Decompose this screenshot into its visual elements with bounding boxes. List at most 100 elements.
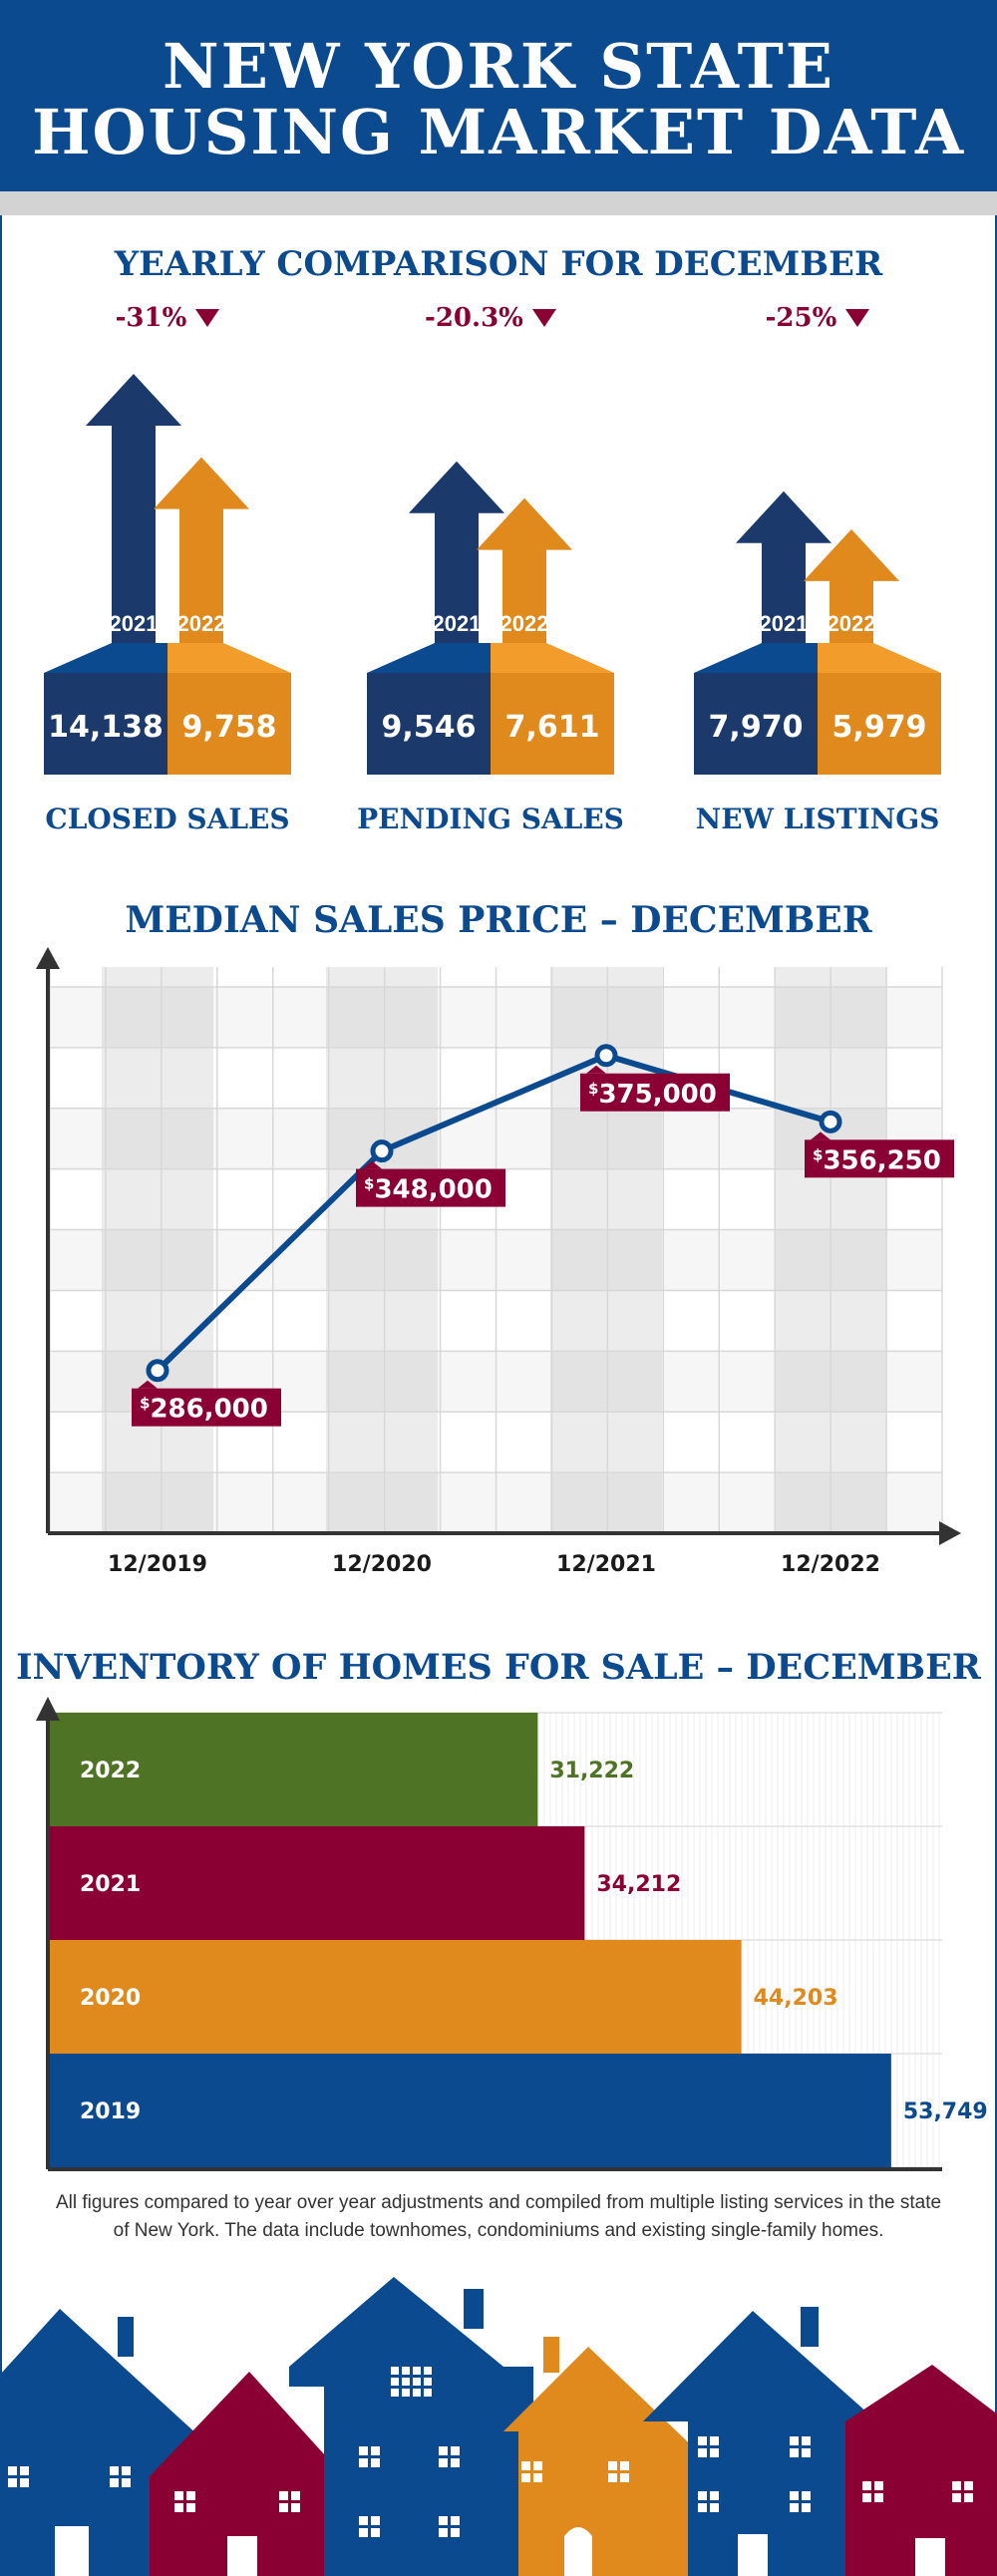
value-box-2021 <box>694 673 818 775</box>
yearly-comparison-title: YEARLY COMPARISON FOR DECEMBER <box>114 244 883 284</box>
inventory-bar-row: 2020 44,203 <box>48 1940 838 2054</box>
data-point <box>594 1044 618 1068</box>
arrow-2022 <box>154 457 249 643</box>
inventory-chart: 2022 31,222 2021 34,212 2020 44,203 2019 53,749 <box>36 1697 988 2171</box>
price-value: $348,000 <box>364 1175 493 1205</box>
value-2021: 14,138 <box>48 710 164 745</box>
price-label: $286,000 <box>132 1380 281 1427</box>
data-point <box>370 1139 394 1163</box>
year-label-2022: 2022 <box>828 611 876 636</box>
year-label-2022: 2022 <box>177 611 226 636</box>
value-2022: 9,758 <box>182 710 277 745</box>
closed-sales-label: CLOSED SALES <box>45 803 290 835</box>
year-label-2022: 2022 <box>500 611 549 636</box>
value-box-2021 <box>367 673 491 775</box>
new-listings-change: -25% <box>718 305 917 331</box>
inventory-bar-row: 2019 53,749 <box>48 2054 988 2167</box>
arrow-2021 <box>409 461 504 643</box>
down-arrow-icon <box>195 309 220 327</box>
header-banner: NEW YORK STATE HOUSING MARKET DATA <box>0 0 997 191</box>
bar-value-label: 53,749 <box>903 2099 988 2124</box>
x-tick-label: 12/2021 <box>556 1552 656 1577</box>
footnote: All figures compared to year over year a… <box>55 2192 942 2241</box>
down-arrow-icon <box>531 309 556 327</box>
content-frame <box>0 215 997 2576</box>
value-2022: 5,979 <box>832 710 927 745</box>
pending-sales-label: PENDING SALES <box>357 803 624 835</box>
median-price-title: MEDIAN SALES PRICE – DECEMBER <box>125 899 872 941</box>
label-box <box>580 1073 730 1112</box>
change-text: -25% <box>765 303 837 333</box>
metric-group: 2021 2022 14,138 9,758 <box>44 374 291 775</box>
data-point <box>819 1110 842 1133</box>
label-box <box>132 1388 281 1427</box>
value-box-2022 <box>167 673 291 775</box>
inventory-bar <box>48 1713 538 1826</box>
houses-illustration <box>0 2277 997 2576</box>
arrow-2022 <box>804 528 899 643</box>
page-title-line1: NEW YORK STATE <box>162 30 835 103</box>
pedestal-2021-top <box>694 643 818 673</box>
closed-sales-change: -31% <box>68 305 267 331</box>
value-box-2022 <box>491 673 614 775</box>
inventory-bar <box>48 1940 742 2054</box>
value-2022: 7,611 <box>505 710 600 745</box>
label-box <box>805 1139 954 1178</box>
arrow-2022 <box>477 497 572 643</box>
inventory-bar <box>48 2054 891 2167</box>
inventory-bar-row: 2021 34,212 <box>48 1826 681 1940</box>
x-tick-label: 12/2019 <box>108 1552 207 1577</box>
house-maroon-left <box>150 2372 344 2576</box>
pedestal-2022-top <box>818 643 941 673</box>
metric-group: 2021 2022 7,970 5,979 <box>694 490 941 775</box>
value-box-2021 <box>44 673 167 775</box>
arrow-2021 <box>736 490 831 643</box>
bar-year-label: 2019 <box>80 2099 141 2124</box>
bar-value-label: 44,203 <box>754 1986 838 2011</box>
price-label: $375,000 <box>580 1065 730 1112</box>
value-box-2022 <box>818 673 941 775</box>
x-tick-label: 12/2022 <box>781 1552 880 1577</box>
pending-sales-change: -20.3% <box>391 305 590 331</box>
house-maroon-right <box>845 2365 997 2576</box>
column-band <box>326 967 438 1533</box>
header-divider <box>0 191 997 215</box>
bar-year-label: 2020 <box>80 1986 141 2011</box>
pedestal-2022-top <box>167 643 291 673</box>
price-value: $286,000 <box>140 1395 268 1425</box>
x-tick-label: 12/2020 <box>332 1552 432 1577</box>
change-text: -31% <box>115 303 187 333</box>
house-blue-right <box>643 2307 877 2576</box>
inventory-bar <box>48 1826 585 1940</box>
new-listings-label: NEW LISTINGS <box>695 803 940 835</box>
column-band <box>102 967 213 1533</box>
label-pointer <box>811 1131 831 1140</box>
price-label: $356,250 <box>805 1131 954 1178</box>
house-blue-center <box>289 2277 533 2576</box>
pedestal-2021-top <box>44 643 167 673</box>
bar-value-label: 31,222 <box>549 1759 634 1783</box>
label-pointer <box>362 1160 382 1169</box>
price-value: $356,250 <box>813 1145 941 1175</box>
y-axis-arrowhead <box>36 1697 60 1721</box>
label-pointer <box>586 1065 606 1074</box>
inventory-title: INVENTORY OF HOMES FOR SALE – DECEMBER <box>16 1647 981 1688</box>
year-label-2021: 2021 <box>433 611 482 636</box>
price-label: $348,000 <box>356 1160 505 1207</box>
bar-year-label: 2021 <box>80 1872 141 1897</box>
value-2021: 7,970 <box>709 710 804 745</box>
year-label-2021: 2021 <box>110 611 159 636</box>
label-box <box>356 1168 505 1207</box>
label-pointer <box>138 1380 158 1389</box>
inventory-bar-row: 2022 31,222 <box>48 1713 634 1826</box>
bar-value-label: 34,212 <box>596 1872 681 1897</box>
pedestal-2022-top <box>491 643 614 673</box>
y-axis-arrowhead <box>36 947 60 969</box>
data-point <box>146 1359 169 1383</box>
bar-year-label: 2022 <box>80 1759 141 1783</box>
metric-group: 2021 2022 9,546 7,611 <box>367 461 614 775</box>
median-price-chart: 12/2019 12/2020 12/2021 12/2022 $286,000 $348… <box>36 947 961 1577</box>
year-label-2021: 2021 <box>760 611 809 636</box>
grid <box>49 967 943 1533</box>
